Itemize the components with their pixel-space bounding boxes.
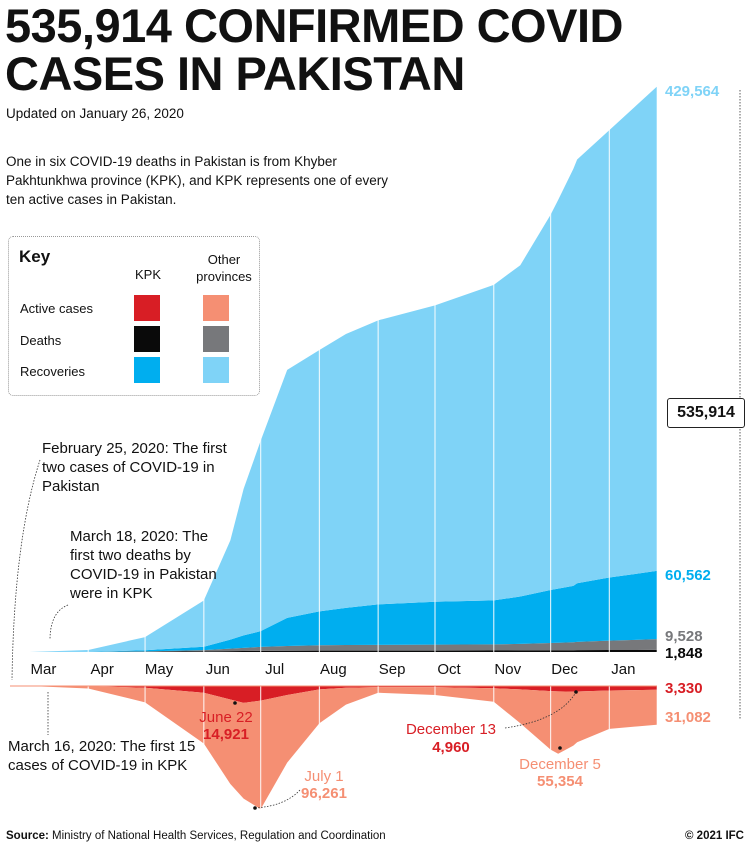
area-kpk-recoveries <box>20 570 657 652</box>
annotation-dec5-date: December 5 <box>519 756 601 773</box>
source-label: Source: <box>6 830 49 842</box>
annotation-feb25: February 25, 2020: The first two cases o… <box>42 440 227 495</box>
annotation-point <box>558 746 562 750</box>
dec13-leader <box>504 691 577 729</box>
x-tick-label: Jun <box>205 661 230 678</box>
legend-row-active: Active cases <box>20 301 93 316</box>
area-kpk-active <box>20 686 657 703</box>
mar18-leader <box>49 604 69 641</box>
swatch-kpk-recoveries <box>134 357 160 383</box>
end-label-other-recoveries: 429,564 <box>665 83 720 100</box>
x-tick-label: May <box>144 661 174 678</box>
x-tick-label: Nov <box>494 661 522 678</box>
annotation-dec5-value: 55,354 <box>537 773 583 790</box>
swatch-kpk-deaths <box>134 326 160 352</box>
annotation-point <box>253 806 257 810</box>
total-cases-badge: 535,914 <box>667 398 745 428</box>
legend-row-deaths: Deaths <box>20 333 62 348</box>
end-label-kpk-active: 3,330 <box>665 680 703 697</box>
copyright: © 2021 IFC <box>685 830 744 842</box>
area-other-active <box>20 686 657 810</box>
end-label-kpk-deaths: 1,848 <box>665 645 703 662</box>
swatch-other-deaths <box>203 326 229 352</box>
x-tick-label: Mar <box>30 661 57 678</box>
annotation-mar18: March 18, 2020: The first two deaths by … <box>70 528 217 602</box>
updated-date: Updated on January 26, 2020 <box>6 106 184 121</box>
legend-row-recoveries: Recoveries <box>20 364 86 379</box>
annotation-jul1-date: July 1 <box>304 768 344 785</box>
jul1-leader <box>254 789 301 809</box>
x-tick-label: Sep <box>378 661 406 678</box>
x-tick-label: Dec <box>551 661 578 678</box>
page-title: 535,914 CONFIRMED COVID CASES IN PAKISTA… <box>5 0 623 100</box>
annotation-jun22-date: June 22 <box>199 709 253 726</box>
annotation-dec13-date: December 13 <box>405 721 497 738</box>
swatch-other-recoveries <box>203 357 229 383</box>
x-tick-label: Apr <box>90 661 114 678</box>
source-text: Ministry of National Health Services, Re… <box>52 830 386 842</box>
legend-title: Key <box>19 247 51 266</box>
annotation-mar16: March 16, 2020: The first 15 cases of CO… <box>8 738 196 774</box>
swatch-kpk-active <box>134 295 160 321</box>
annotation-dec13-value: 4,960 <box>432 739 470 756</box>
annotation-point <box>233 701 237 705</box>
area-other-recoveries <box>20 86 657 652</box>
annotation-jul1-value: 96,261 <box>301 785 347 802</box>
x-tick-label: Oct <box>437 661 461 678</box>
x-tick-label: Jan <box>611 661 636 678</box>
end-label-other-deaths: 9,528 <box>665 628 703 645</box>
end-label-kpk-recoveries: 60,562 <box>665 567 711 584</box>
legend: Key KPK Other provinces Active cases Dea… <box>8 236 260 396</box>
annotation-jun22-value: 14,921 <box>203 726 249 743</box>
area-kpk-deaths <box>20 649 657 652</box>
legend-col-other: Other provinces <box>196 252 252 284</box>
intro-text: One in six COVID-19 deaths in Pakistan i… <box>6 154 388 207</box>
source-note: Source: Ministry of National Health Serv… <box>6 830 386 842</box>
feb25-leader <box>11 459 41 681</box>
area-other-deaths <box>20 639 657 652</box>
x-tick-label: Jul <box>265 661 285 678</box>
end-label-other-active: 31,082 <box>665 709 711 726</box>
swatch-other-active <box>203 295 229 321</box>
annotation-point <box>574 690 578 694</box>
x-tick-label: Aug <box>320 661 347 678</box>
legend-col-kpk: KPK <box>135 267 162 282</box>
